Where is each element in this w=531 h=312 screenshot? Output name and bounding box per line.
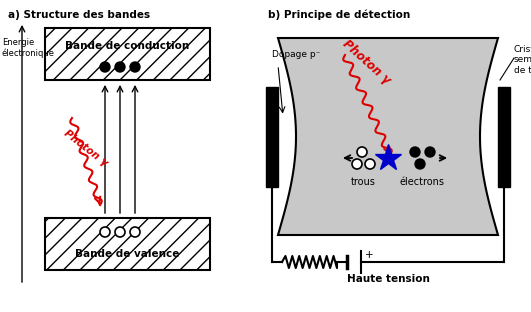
Bar — [45, 218, 210, 270]
Text: +: + — [365, 250, 374, 260]
Circle shape — [130, 62, 140, 72]
Text: -: - — [347, 271, 351, 281]
Text: Dopage p⁻: Dopage p⁻ — [272, 50, 320, 59]
Circle shape — [130, 227, 140, 237]
Text: b) Principe de détection: b) Principe de détection — [268, 10, 410, 21]
Text: Bande de conduction: Bande de conduction — [65, 41, 190, 51]
Bar — [45, 28, 210, 80]
Text: Photon γ: Photon γ — [340, 37, 393, 87]
Circle shape — [425, 147, 435, 157]
Circle shape — [415, 159, 425, 169]
Text: Cristal
semi-conducteur
de type n: Cristal semi-conducteur de type n — [514, 45, 531, 75]
Text: Bande de valence: Bande de valence — [75, 249, 179, 259]
Text: électrons: électrons — [399, 177, 444, 187]
Text: a) Structure des bandes: a) Structure des bandes — [8, 10, 150, 20]
Bar — [45, 218, 210, 270]
Circle shape — [115, 227, 125, 237]
Text: Haute tension: Haute tension — [347, 274, 430, 284]
Text: trous: trous — [350, 177, 375, 187]
Polygon shape — [278, 38, 498, 235]
Circle shape — [352, 159, 362, 169]
Bar — [266, 86, 278, 187]
Circle shape — [410, 147, 420, 157]
Text: Photon γ: Photon γ — [62, 128, 109, 168]
Circle shape — [357, 147, 367, 157]
Text: Energie
électronique: Energie électronique — [2, 38, 55, 58]
Bar — [45, 28, 210, 80]
Circle shape — [100, 62, 110, 72]
Circle shape — [115, 62, 125, 72]
Circle shape — [365, 159, 375, 169]
Bar — [498, 86, 510, 187]
Circle shape — [100, 227, 110, 237]
